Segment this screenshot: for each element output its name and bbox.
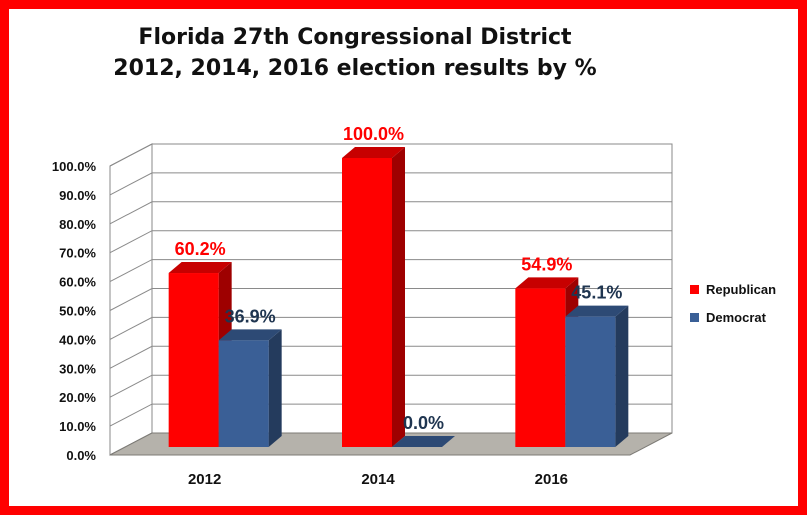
bar-top bbox=[168, 262, 232, 274]
data-label-republican-2012: 60.2% bbox=[175, 239, 226, 259]
gridline bbox=[109, 201, 672, 225]
bar-top bbox=[392, 436, 455, 447]
bar-democrat-2016 bbox=[565, 305, 629, 447]
x-category-label: 2014 bbox=[361, 471, 395, 488]
y-tick-label: 0.0% bbox=[66, 448, 96, 463]
gridline bbox=[109, 230, 672, 254]
chart-title: Florida 27th Congressional District 2012… bbox=[60, 22, 650, 84]
legend: Republican Democrat bbox=[690, 275, 800, 331]
bar-top bbox=[342, 147, 405, 158]
y-tick-label: 40.0% bbox=[59, 332, 96, 347]
legend-item-democrat: Democrat bbox=[690, 303, 800, 331]
y-tick-label: 90.0% bbox=[59, 188, 96, 203]
gridline bbox=[109, 259, 672, 283]
chart-title-line-1: Florida 27th Congressional District bbox=[138, 25, 572, 50]
bar-side bbox=[268, 329, 282, 447]
gridline bbox=[109, 403, 672, 427]
bar-top bbox=[218, 329, 282, 341]
gridline bbox=[109, 316, 672, 340]
bar-republican-2014 bbox=[342, 147, 405, 447]
bar-front bbox=[515, 288, 566, 447]
bar-front bbox=[218, 340, 269, 447]
data-label-republican-2016: 54.9% bbox=[521, 254, 572, 274]
x-category-label: 2016 bbox=[535, 471, 568, 488]
legend-label-democrat: Democrat bbox=[706, 309, 766, 325]
legend-swatch-republican bbox=[690, 284, 699, 294]
bar-democrat-2012 bbox=[218, 329, 282, 447]
y-tick-label: 10.0% bbox=[59, 419, 96, 434]
y-tick-label: 80.0% bbox=[59, 217, 96, 232]
bar-top bbox=[565, 305, 629, 317]
data-label-democrat-2014: 0.0% bbox=[403, 413, 444, 433]
legend-item-republican: Republican bbox=[690, 275, 800, 303]
legend-swatch-democrat bbox=[690, 312, 699, 322]
y-tick-label: 60.0% bbox=[59, 275, 96, 290]
bar-side bbox=[615, 305, 629, 447]
gridline bbox=[109, 288, 672, 311]
data-label-republican-2014: 100.0% bbox=[343, 124, 404, 144]
y-tick-label: 30.0% bbox=[59, 361, 96, 376]
data-label-democrat-2016: 45.1% bbox=[571, 283, 622, 303]
bar-top bbox=[515, 277, 579, 289]
gridline bbox=[109, 345, 672, 369]
bar-side bbox=[392, 147, 405, 447]
y-tick-label: 100.0% bbox=[52, 159, 97, 174]
data-label-democrat-2012: 36.9% bbox=[225, 306, 276, 326]
bar-front bbox=[565, 316, 616, 447]
x-category-label: 2012 bbox=[188, 471, 221, 488]
gridline bbox=[109, 172, 672, 196]
legend-label-republican: Republican bbox=[706, 281, 777, 297]
chart-title-line-2: 2012, 2014, 2016 election results by % bbox=[113, 56, 597, 81]
gridline bbox=[109, 143, 672, 167]
bar-democrat-2014 bbox=[392, 436, 455, 447]
y-tick-label: 20.0% bbox=[59, 390, 96, 405]
y-tick-label: 70.0% bbox=[59, 246, 96, 261]
y-tick-label: 50.0% bbox=[59, 304, 96, 319]
gridline bbox=[109, 374, 672, 398]
bar-front bbox=[342, 158, 392, 447]
bar-front bbox=[168, 273, 219, 447]
